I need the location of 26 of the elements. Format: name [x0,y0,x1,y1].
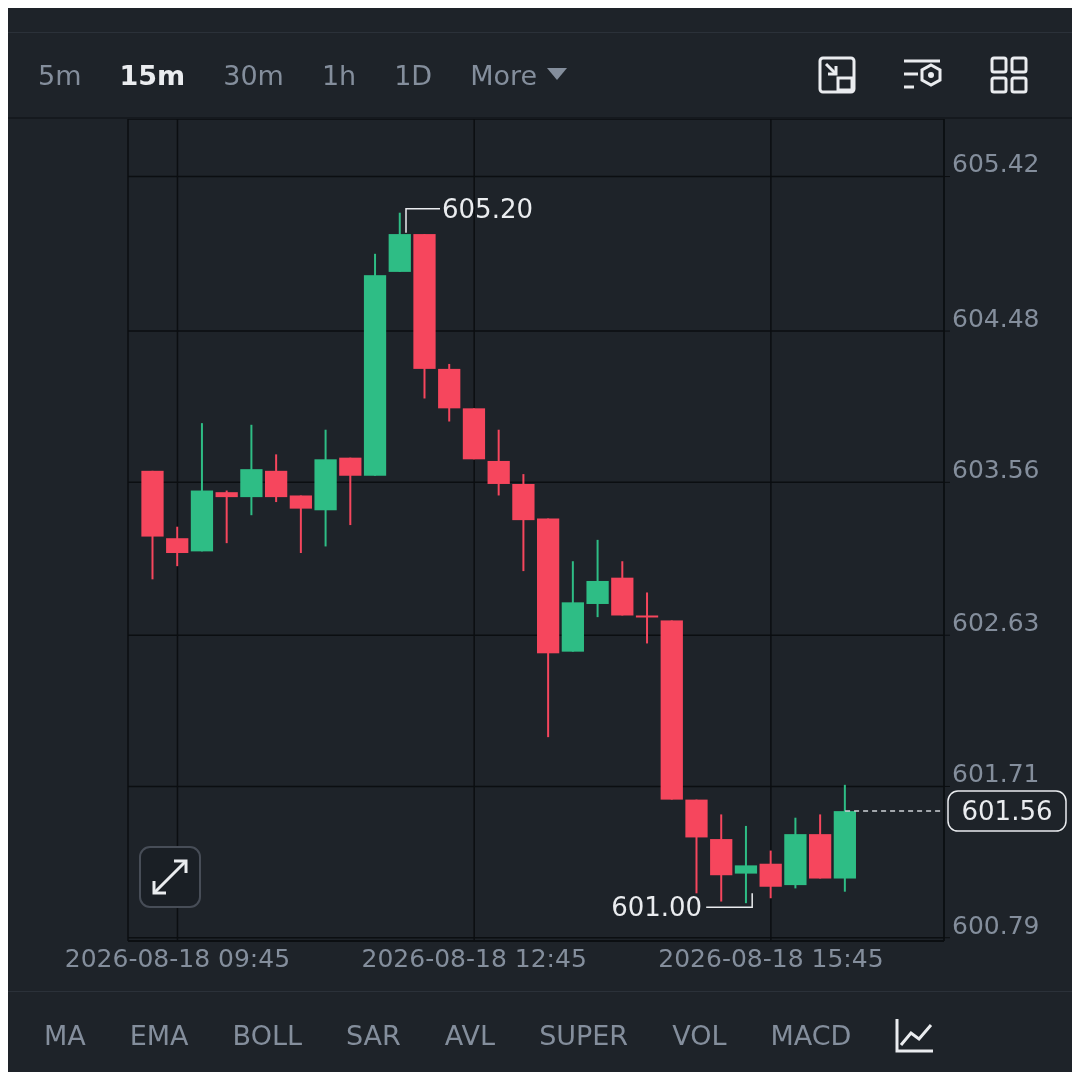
x-tick-label: 2026-08-18 12:45 [361,943,587,973]
text: 5m [38,59,82,91]
text: MACD [770,1019,852,1051]
text: 1h [321,59,357,91]
text: 30m [223,59,284,91]
y-tick-label: 601.71 [952,759,1040,789]
text: 15m [119,59,186,91]
y-tick-label: 603.56 [952,455,1040,485]
text: VOL [672,1019,727,1051]
x-tick-label: 2026-08-18 15:45 [658,943,884,973]
text: SUPER [539,1019,629,1051]
x-tick-label: 2026-08-18 09:45 [64,943,291,973]
y-tick-label: 600.79 [952,910,1040,940]
annotation: 605.20 [442,193,533,224]
text: SAR [345,1019,401,1051]
text: AVL [444,1019,496,1051]
text: 1D [394,59,433,91]
y-tick-label: 604.48 [952,303,1040,333]
text: More [470,59,539,91]
text: MA [44,1019,86,1051]
text: BOLL [232,1019,302,1051]
text: EMA [129,1019,189,1051]
y-tick-label: 602.63 [952,608,1040,638]
y-tick-label: 605.42 [952,149,1040,179]
annotation: 601.00 [611,892,703,923]
ref-line-label: 601.56 [961,796,1053,827]
